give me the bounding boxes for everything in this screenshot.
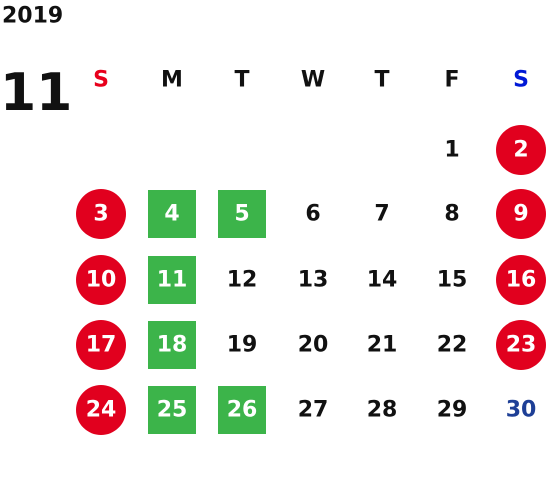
year: 2019 — [2, 4, 63, 29]
event-square — [148, 256, 196, 304]
day-number: 24 — [86, 398, 117, 423]
day-number: 18 — [157, 333, 188, 358]
day-number: 17 — [86, 333, 117, 358]
holiday-circle — [76, 385, 126, 435]
day-number: 23 — [506, 333, 537, 358]
holiday-circle — [76, 320, 126, 370]
weekday-label: S — [93, 68, 109, 93]
holiday-circle — [496, 320, 546, 370]
day-number: 15 — [437, 268, 468, 293]
day-number: 16 — [506, 268, 537, 293]
day-number: 25 — [157, 398, 188, 423]
event-square — [148, 386, 196, 434]
weekday-label: M — [161, 68, 183, 93]
day-number: 29 — [437, 398, 468, 423]
holiday-circle — [496, 125, 546, 175]
day-number: 1 — [444, 138, 459, 163]
event-square — [218, 190, 266, 238]
day-number: 27 — [298, 398, 329, 423]
day-number: 7 — [374, 202, 389, 227]
weekday-label: S — [513, 68, 529, 93]
holiday-circle — [76, 255, 126, 305]
day-number: 30 — [506, 398, 537, 423]
day-number: 20 — [298, 333, 329, 358]
holiday-circle — [496, 189, 546, 239]
day-number: 26 — [227, 398, 258, 423]
event-square — [148, 190, 196, 238]
day-number: 12 — [227, 268, 258, 293]
weekday-label: T — [374, 68, 389, 93]
month: 11 — [0, 63, 72, 123]
day-number: 11 — [157, 268, 188, 293]
day-number: 4 — [164, 202, 179, 227]
event-square — [218, 386, 266, 434]
day-number: 22 — [437, 333, 468, 358]
day-number: 19 — [227, 333, 258, 358]
day-number: 13 — [298, 268, 329, 293]
day-number: 8 — [444, 202, 459, 227]
day-number: 14 — [367, 268, 398, 293]
weekday-label: F — [444, 68, 459, 93]
day-number: 9 — [513, 202, 528, 227]
event-square — [148, 321, 196, 369]
day-number: 3 — [93, 202, 108, 227]
day-number: 6 — [305, 202, 320, 227]
day-number: 28 — [367, 398, 398, 423]
day-number: 21 — [367, 333, 398, 358]
day-number: 5 — [234, 202, 249, 227]
day-number: 2 — [513, 138, 528, 163]
weekday-label: T — [234, 68, 249, 93]
holiday-circle — [496, 255, 546, 305]
holiday-circle — [76, 189, 126, 239]
day-number: 10 — [86, 268, 117, 293]
weekday-label: W — [301, 68, 325, 93]
